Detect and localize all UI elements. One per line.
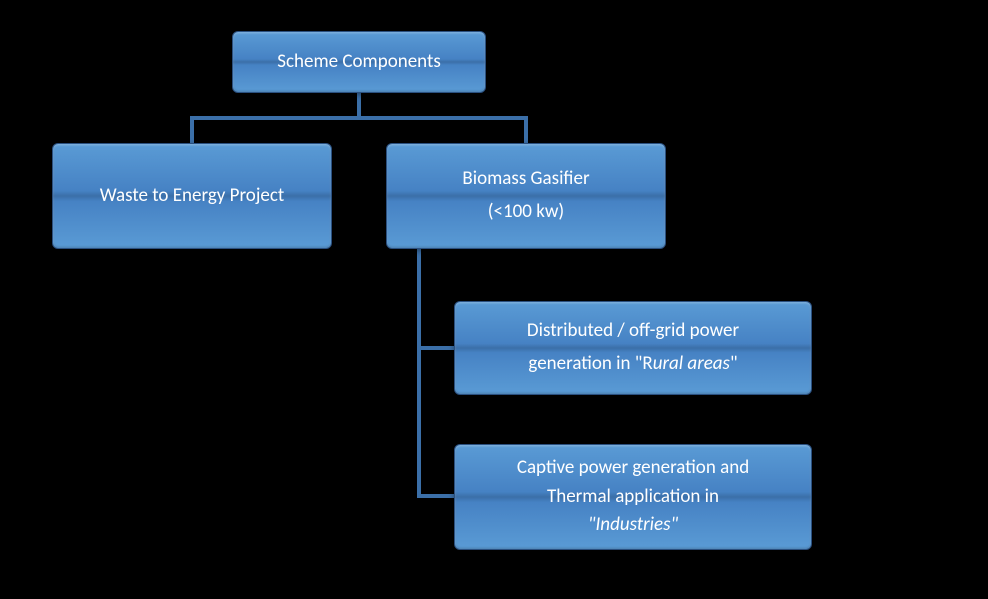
- node-biomass-line2: (<100 kw): [488, 199, 564, 226]
- node-distributed: Distributed / off-grid power generation …: [454, 301, 812, 395]
- connector-horizontal-bar: [190, 116, 528, 120]
- connector-to-captive: [417, 494, 455, 498]
- connector-root-down: [357, 93, 361, 118]
- connector-to-distributed: [417, 346, 455, 350]
- node-distributed-line2: generation in "Rural areas": [528, 351, 737, 378]
- node-root-label: Scheme Components: [277, 49, 441, 76]
- node-distributed-line1: Distributed / off-grid power: [527, 318, 739, 345]
- connector-biomass-vertical: [417, 249, 421, 498]
- node-captive-line2: Thermal application in: [547, 484, 719, 511]
- node-captive-line3: "Industries": [588, 512, 678, 539]
- node-waste: Waste to Energy Project: [52, 143, 332, 249]
- node-captive-line1: Captive power generation and: [517, 455, 749, 482]
- node-biomass: Biomass Gasifier (<100 kw): [386, 143, 666, 249]
- connector-to-biomass: [524, 116, 528, 144]
- node-root: Scheme Components: [232, 31, 486, 93]
- connector-to-waste: [190, 116, 194, 144]
- node-waste-label: Waste to Energy Project: [100, 183, 284, 210]
- node-biomass-line1: Biomass Gasifier: [462, 166, 589, 193]
- node-captive: Captive power generation and Thermal app…: [454, 444, 812, 550]
